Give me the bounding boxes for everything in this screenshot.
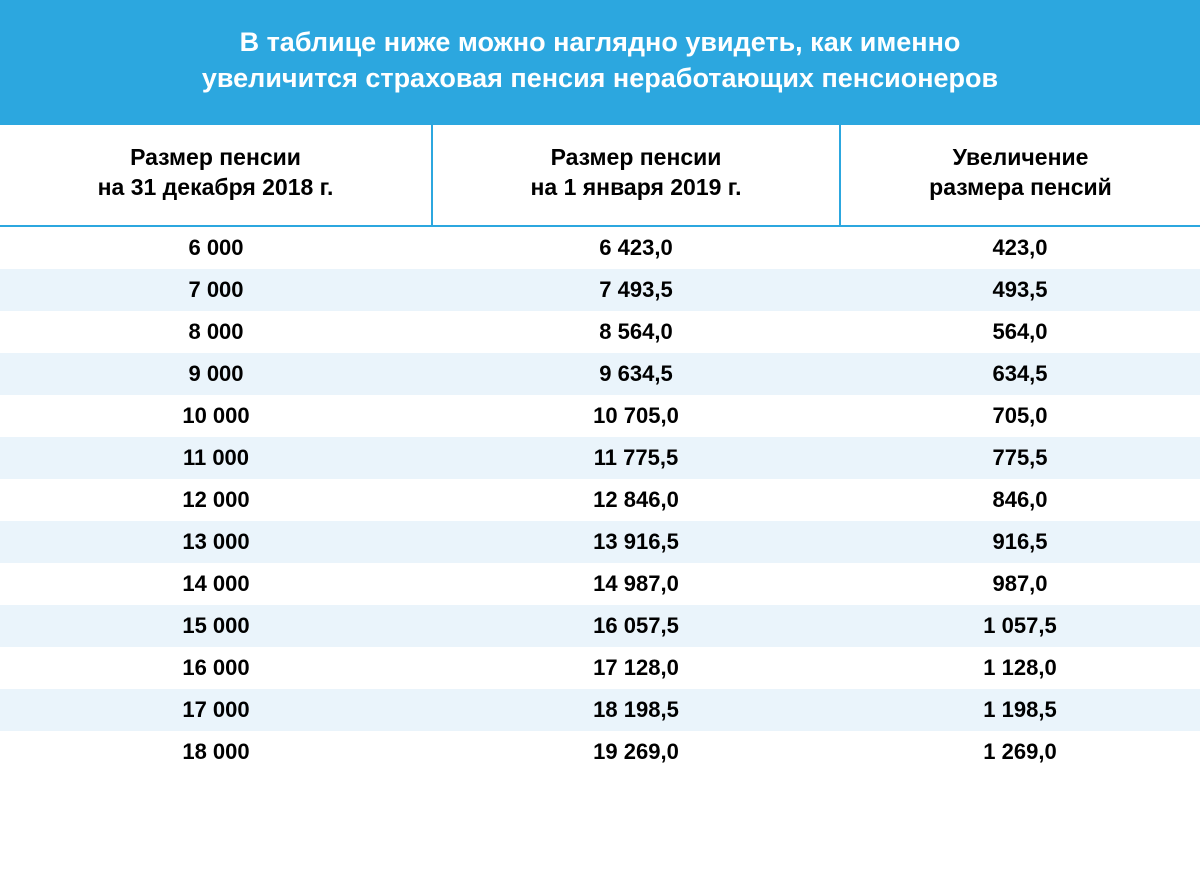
table-cell: 13 916,5 bbox=[432, 521, 840, 563]
table-cell: 705,0 bbox=[840, 395, 1200, 437]
title-line-2: увеличится страховая пенсия неработающих… bbox=[202, 63, 998, 93]
header-row: Размер пенсии на 31 декабря 2018 г. Разм… bbox=[0, 125, 1200, 226]
table-cell: 493,5 bbox=[840, 269, 1200, 311]
title-bar: В таблице ниже можно наглядно увидеть, к… bbox=[0, 0, 1200, 125]
table-cell: 564,0 bbox=[840, 311, 1200, 353]
table-cell: 12 000 bbox=[0, 479, 432, 521]
table-row: 6 0006 423,0423,0 bbox=[0, 226, 1200, 269]
table-cell: 846,0 bbox=[840, 479, 1200, 521]
table-row: 12 00012 846,0846,0 bbox=[0, 479, 1200, 521]
pension-table-container: В таблице ниже можно наглядно увидеть, к… bbox=[0, 0, 1200, 773]
header-cell-2: Увеличение размера пенсий bbox=[840, 125, 1200, 226]
table-cell: 16 057,5 bbox=[432, 605, 840, 647]
title-line-1: В таблице ниже можно наглядно увидеть, к… bbox=[240, 27, 961, 57]
table-cell: 14 987,0 bbox=[432, 563, 840, 605]
table-cell: 18 000 bbox=[0, 731, 432, 773]
table-row: 7 0007 493,5493,5 bbox=[0, 269, 1200, 311]
table-cell: 12 846,0 bbox=[432, 479, 840, 521]
header-2-line2: размера пенсий bbox=[851, 173, 1190, 203]
table-cell: 1 057,5 bbox=[840, 605, 1200, 647]
table-cell: 11 775,5 bbox=[432, 437, 840, 479]
table-cell: 6 000 bbox=[0, 226, 432, 269]
table-cell: 17 128,0 bbox=[432, 647, 840, 689]
table-cell: 9 000 bbox=[0, 353, 432, 395]
table-row: 10 00010 705,0705,0 bbox=[0, 395, 1200, 437]
table-cell: 987,0 bbox=[840, 563, 1200, 605]
table-cell: 916,5 bbox=[840, 521, 1200, 563]
header-0-line1: Размер пенсии bbox=[10, 143, 421, 173]
table-cell: 10 000 bbox=[0, 395, 432, 437]
table-row: 13 00013 916,5916,5 bbox=[0, 521, 1200, 563]
header-1-line2: на 1 января 2019 г. bbox=[443, 173, 829, 203]
table-row: 18 00019 269,01 269,0 bbox=[0, 731, 1200, 773]
table-cell: 8 564,0 bbox=[432, 311, 840, 353]
table-header: Размер пенсии на 31 декабря 2018 г. Разм… bbox=[0, 125, 1200, 226]
table-cell: 7 493,5 bbox=[432, 269, 840, 311]
table-cell: 8 000 bbox=[0, 311, 432, 353]
table-cell: 15 000 bbox=[0, 605, 432, 647]
table-row: 11 00011 775,5775,5 bbox=[0, 437, 1200, 479]
table-cell: 6 423,0 bbox=[432, 226, 840, 269]
header-0-line2: на 31 декабря 2018 г. bbox=[10, 173, 421, 203]
header-cell-1: Размер пенсии на 1 января 2019 г. bbox=[432, 125, 840, 226]
table-row: 15 00016 057,51 057,5 bbox=[0, 605, 1200, 647]
table-row: 16 00017 128,01 128,0 bbox=[0, 647, 1200, 689]
table-cell: 9 634,5 bbox=[432, 353, 840, 395]
table-cell: 13 000 bbox=[0, 521, 432, 563]
table-cell: 11 000 bbox=[0, 437, 432, 479]
table-cell: 14 000 bbox=[0, 563, 432, 605]
table-cell: 18 198,5 bbox=[432, 689, 840, 731]
table-cell: 634,5 bbox=[840, 353, 1200, 395]
table-cell: 423,0 bbox=[840, 226, 1200, 269]
table-row: 17 00018 198,51 198,5 bbox=[0, 689, 1200, 731]
table-cell: 1 128,0 bbox=[840, 647, 1200, 689]
table-body: 6 0006 423,0423,07 0007 493,5493,58 0008… bbox=[0, 226, 1200, 773]
header-cell-0: Размер пенсии на 31 декабря 2018 г. bbox=[0, 125, 432, 226]
table-cell: 1 269,0 bbox=[840, 731, 1200, 773]
table-cell: 775,5 bbox=[840, 437, 1200, 479]
table-cell: 17 000 bbox=[0, 689, 432, 731]
table-cell: 7 000 bbox=[0, 269, 432, 311]
table-cell: 16 000 bbox=[0, 647, 432, 689]
header-2-line1: Увеличение bbox=[851, 143, 1190, 173]
table-row: 8 0008 564,0564,0 bbox=[0, 311, 1200, 353]
table-cell: 1 198,5 bbox=[840, 689, 1200, 731]
table-cell: 10 705,0 bbox=[432, 395, 840, 437]
table-row: 14 00014 987,0987,0 bbox=[0, 563, 1200, 605]
table-row: 9 0009 634,5634,5 bbox=[0, 353, 1200, 395]
pension-table: Размер пенсии на 31 декабря 2018 г. Разм… bbox=[0, 125, 1200, 773]
header-1-line1: Размер пенсии bbox=[443, 143, 829, 173]
table-cell: 19 269,0 bbox=[432, 731, 840, 773]
